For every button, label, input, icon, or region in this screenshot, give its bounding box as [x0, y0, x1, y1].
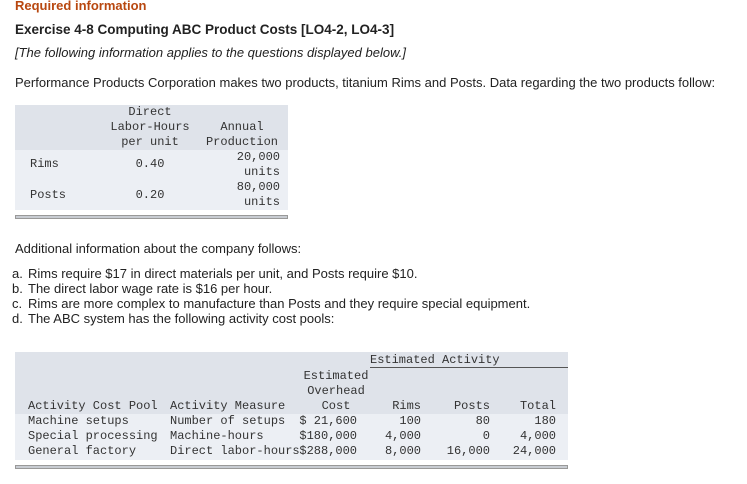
- exercise-title: Exercise 4-8 Computing ABC Product Costs…: [15, 22, 395, 37]
- required-label: Required information: [15, 0, 147, 13]
- t1-header: Direct: [128, 105, 172, 119]
- t2-cell: $ 21,600: [299, 414, 357, 428]
- t2-cell: Number of setups: [170, 414, 286, 428]
- t2-cell: 180: [534, 414, 556, 428]
- t1-header: Production: [205, 135, 278, 149]
- list-marker: c.: [12, 296, 23, 311]
- t2-header: Total: [519, 399, 556, 413]
- t2-header: Rims: [392, 399, 421, 413]
- list-marker: d.: [12, 311, 23, 326]
- table2-header-bg: [15, 352, 568, 414]
- table2-body-bg: [15, 414, 568, 460]
- t2-cell: Direct labor-hours: [170, 444, 300, 458]
- t1-header: Labor-Hours: [110, 120, 190, 134]
- t1-header: per unit: [121, 135, 179, 149]
- t2-header: Activity Measure: [170, 399, 286, 413]
- t2-header: Activity Cost Pool: [28, 399, 158, 413]
- list-marker: a.: [12, 266, 23, 281]
- t1-cell: units: [243, 165, 280, 179]
- list-item: The ABC system has the following activit…: [28, 311, 335, 326]
- t1-cell: 0.40: [135, 157, 165, 171]
- t2-cell: 0: [482, 429, 490, 443]
- list-item: Rims are more complex to manufacture tha…: [28, 296, 531, 311]
- table2-bottom: [15, 465, 568, 469]
- t1-cell: 20,000: [236, 150, 280, 164]
- t2-cell: 24,000: [512, 444, 556, 458]
- t2-cell: $180,000: [299, 429, 357, 443]
- t2-cell: General factory: [28, 444, 137, 458]
- additional: Additional information about the company…: [15, 241, 302, 256]
- t1-header: Annual: [220, 120, 264, 134]
- t1-cell: 0.20: [135, 188, 165, 202]
- t2-header: Cost: [321, 399, 351, 413]
- t2-header: Estimated: [303, 369, 369, 383]
- list-item: Rims require $17 in direct materials per…: [28, 266, 418, 281]
- t1-row-label: Rims: [30, 157, 59, 171]
- t2-cell: 80: [475, 414, 490, 428]
- t1-row-label: Posts: [30, 188, 67, 202]
- intro: Performance Products Corporation makes t…: [15, 75, 716, 90]
- group-underline: [370, 367, 568, 368]
- t2-cell: Machine-hours: [170, 429, 264, 443]
- t2-cell: 8,000: [384, 444, 421, 458]
- t2-cell: 4,000: [519, 429, 556, 443]
- list-item: The direct labor wage rate is $16 per ho…: [28, 281, 273, 296]
- note: [The following information applies to th…: [15, 45, 406, 60]
- table1-header-bg: [15, 105, 288, 150]
- t2-header: Overhead: [307, 384, 365, 398]
- t2-cell: 16,000: [446, 444, 490, 458]
- t2-cell: Special processing: [28, 429, 158, 443]
- t1-cell: units: [243, 195, 280, 209]
- t2-cell: $288,000: [299, 444, 357, 458]
- list-marker: b.: [12, 281, 23, 296]
- t2-cell: 4,000: [384, 429, 421, 443]
- group-header: Estimated Activity: [370, 353, 500, 367]
- table1-body-bg: [15, 150, 288, 210]
- t2-cell: Machine setups: [28, 414, 129, 428]
- t2-cell: 100: [399, 414, 421, 428]
- t2-header: Posts: [453, 399, 490, 413]
- table1-bottom: [15, 215, 288, 219]
- t1-cell: 80,000: [236, 180, 280, 194]
